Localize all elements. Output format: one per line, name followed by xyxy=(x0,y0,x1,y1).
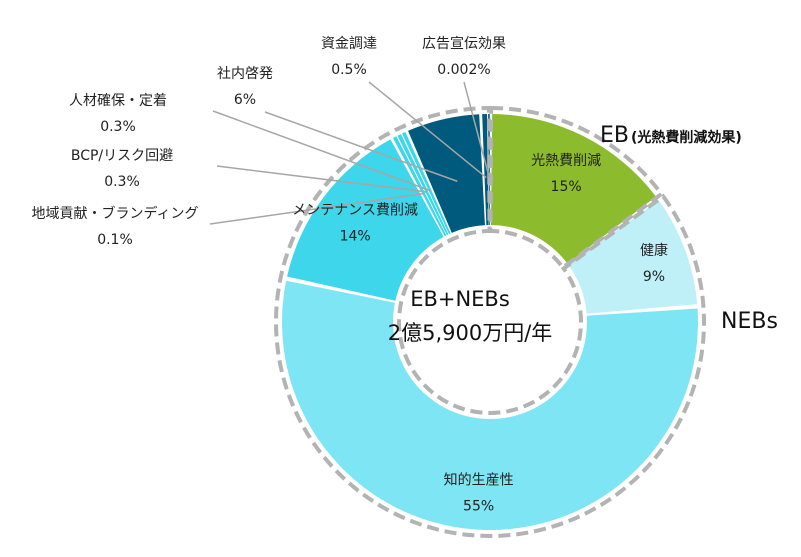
value-kounetsuhi-sakugen: 15% xyxy=(551,179,582,195)
leader-shanai-keihatsu xyxy=(264,111,458,182)
value-kenkou: 9% xyxy=(643,269,665,285)
value-koukoku-senden: 0.002% xyxy=(437,62,490,78)
slice-kounetsuhi-sakugen xyxy=(491,114,657,264)
slice-jinzai-kakuho xyxy=(402,131,451,235)
value-shanai-keihatsu: 6% xyxy=(234,92,256,108)
label-chiiki-kouken: 地域貢献・ブランディング xyxy=(31,205,198,222)
group-label-eb: EB (光熱費削減効果) xyxy=(600,123,742,148)
label-kounetsuhi-sakugen: 光熱費削減 xyxy=(531,152,601,169)
center-title: EB+NEBs xyxy=(410,287,510,311)
leader-shikin-choutatsu xyxy=(368,81,487,179)
leader-chiiki-kouken xyxy=(209,192,424,225)
slice-chiteki-seisansei xyxy=(282,280,698,530)
label-shanai-keihatsu: 社内啓発 xyxy=(217,66,273,82)
value-jinzai-kakuho: 0.3% xyxy=(100,119,136,135)
slice-kenkou xyxy=(568,200,698,314)
group-outline-nebs xyxy=(274,105,706,538)
value-chiteki-seisansei: 55% xyxy=(463,499,494,515)
value-maintenance-hi-sakugen: 14% xyxy=(340,228,371,244)
slice-shikin-choutatsu xyxy=(482,114,489,226)
slices xyxy=(282,114,698,530)
leader-koukoku-senden xyxy=(463,81,490,178)
leader-lines xyxy=(209,81,490,225)
label-chiteki-seisansei: 知的生産性 xyxy=(444,472,514,489)
slice-shanai-keihatsu xyxy=(408,114,485,233)
group-outline-eb xyxy=(488,105,665,271)
slice-maintenance-hi-sakugen xyxy=(287,139,444,301)
slice-labels: 光熱費削減 15% 健康 9% 知的生産性 55% メンテナンス費削減 14% 地域貢献・ブラン… xyxy=(31,36,667,515)
group-outlines xyxy=(274,105,706,538)
slice-bcp-risk xyxy=(397,134,449,236)
label-bcp-risk: BCP/リスク回避 xyxy=(71,148,173,164)
label-kenkou: 健康 xyxy=(640,242,668,259)
label-shikin-choutatsu: 資金調達 xyxy=(321,36,377,52)
label-jinzai-kakuho: 人材確保・定着 xyxy=(69,93,167,109)
value-chiiki-kouken: 0.1% xyxy=(97,232,133,248)
value-shikin-choutatsu: 0.5% xyxy=(331,62,367,78)
group-label-nebs: NEBs xyxy=(721,309,778,334)
label-maintenance-hi-sakugen: メンテナンス費削減 xyxy=(292,201,418,218)
label-koukoku-senden: 広告宣伝効果 xyxy=(422,36,506,52)
leader-bcp-risk xyxy=(216,165,427,193)
center-total: 2億5,900万円/年 xyxy=(388,321,553,345)
value-bcp-risk: 0.3% xyxy=(104,174,140,190)
leader-jinzai-kakuho xyxy=(212,110,431,192)
